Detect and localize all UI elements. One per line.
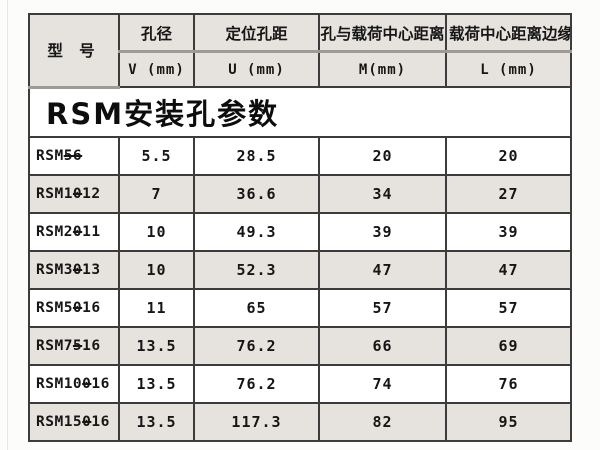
l-value-cell: 95 <box>445 401 572 442</box>
unit-l: L (mm) <box>445 50 572 88</box>
table-row: RSM2011 10 49.3 39 39 <box>28 211 572 252</box>
model-cell: RSM15016 <box>28 401 120 442</box>
u-value-cell: 49.3 <box>193 211 320 252</box>
model-text-suffix: 16 <box>82 337 101 354</box>
m-value-cell: 66 <box>318 325 447 366</box>
l-value-cell: 20 <box>445 135 572 176</box>
u-value-cell: 76.2 <box>193 325 320 366</box>
v-value-cell: 13.5 <box>118 363 195 404</box>
model-text-suffix: 16 <box>91 413 110 430</box>
l-value-cell: 39 <box>445 211 572 252</box>
model-text: RSM <box>36 147 64 164</box>
m-value-cell: 82 <box>318 401 447 442</box>
l-value-cell: 57 <box>445 287 572 328</box>
header-hole-to-load-center: 孔与载荷中心距离 <box>318 13 447 53</box>
unit-m: M(mm) <box>318 50 447 88</box>
header-load-center-to-edge-label: 载荷中心距离边缘 <box>449 25 571 43</box>
model-struck-text: 0 <box>72 185 83 202</box>
model-text: RSM10 <box>36 375 83 392</box>
table-row: RSM7516 13.5 76.2 66 69 <box>28 325 572 366</box>
model-struck-text: 0 <box>82 413 92 430</box>
table-header: 型 号 孔径 定位孔距 孔与载荷中心距离 载荷中心距离边缘 V (mm) U (… <box>28 13 572 89</box>
model-struck-text: 0 <box>82 375 92 392</box>
model-text: RSM5 <box>36 299 73 316</box>
unit-u: U (mm) <box>193 50 320 88</box>
model-cell: RSM5016 <box>28 287 120 328</box>
model-cell: RSM3013 <box>28 249 120 290</box>
table-row: RSM3013 10 52.3 47 47 <box>28 249 572 290</box>
l-value-cell: 27 <box>445 173 572 214</box>
title-row: RSM安装孔参数 <box>28 86 572 138</box>
model-cell: RSM10016 <box>28 363 120 404</box>
model-text: RSM3 <box>36 261 73 278</box>
u-value-cell: 76.2 <box>193 363 320 404</box>
model-text-suffix: 16 <box>82 299 101 316</box>
model-struck-text: 56 <box>63 147 83 164</box>
m-value-cell: 74 <box>318 363 447 404</box>
v-value-cell: 13.5 <box>118 325 195 366</box>
model-cell: RSM2011 <box>28 211 120 252</box>
model-struck-text: 0 <box>72 299 83 316</box>
table-row: RSM10016 13.5 76.2 74 76 <box>28 363 572 404</box>
u-value-cell: 28.5 <box>193 135 320 176</box>
header-group-row: 型 号 孔径 定位孔距 孔与载荷中心距离 载荷中心距离边缘 <box>28 13 572 89</box>
v-value-cell: 5.5 <box>118 135 195 176</box>
table-row: RSM5016 11 65 57 57 <box>28 287 572 328</box>
header-hole-to-load-center-label: 孔与载荷中心距离 <box>320 25 445 43</box>
model-struck-text: 0 <box>72 261 83 278</box>
table-row: RSM56 5.5 28.5 20 20 <box>28 135 572 176</box>
spec-table: RSM安装孔参数 型 号 孔径 定位孔距 孔与载荷中心距离 载荷中心距离边缘 <box>28 13 572 442</box>
model-cell: RSM56 <box>28 135 120 176</box>
header-hole-diameter: 孔径 <box>118 13 195 53</box>
unit-v: V (mm) <box>118 50 195 88</box>
header-load-center-to-edge: 载荷中心距离边缘 <box>445 13 572 53</box>
model-struck-text: 0 <box>72 223 83 240</box>
header-positioning-hole-distance: 定位孔距 <box>193 13 320 53</box>
l-value-cell: 76 <box>445 363 572 404</box>
model-text: RSM1 <box>36 185 73 202</box>
header-unit-row: V (mm) U (mm) M(mm) L (mm) <box>29 50 572 88</box>
table-row: RSM1012 7 36.6 34 27 <box>28 173 572 214</box>
table-body: RSM56 5.5 28.5 20 20 RSM1012 7 36.6 34 2… <box>28 135 572 442</box>
model-cell: RSM1012 <box>28 173 120 214</box>
u-value-cell: 52.3 <box>193 249 320 290</box>
model-text-suffix: 13 <box>82 261 101 278</box>
m-value-cell: 20 <box>318 135 447 176</box>
l-value-cell: 69 <box>445 325 572 366</box>
header-model: 型 号 <box>28 13 120 89</box>
model-text-suffix: 16 <box>91 375 110 392</box>
model-text-suffix: 11 <box>82 223 101 240</box>
model-text: RSM7 <box>36 337 73 354</box>
u-value-cell: 117.3 <box>193 401 320 442</box>
u-value-cell: 36.6 <box>193 173 320 214</box>
v-value-cell: 11 <box>118 287 195 328</box>
model-cell: RSM7516 <box>28 325 120 366</box>
model-struck-text: 5 <box>72 337 83 354</box>
m-value-cell: 57 <box>318 287 447 328</box>
table-row: RSM15016 13.5 117.3 82 95 <box>28 401 572 442</box>
model-text: RSM2 <box>36 223 73 240</box>
model-text: RSM15 <box>36 413 83 430</box>
model-text-suffix: 12 <box>82 185 101 202</box>
page-title: RSM安装孔参数 <box>28 86 572 138</box>
v-value-cell: 10 <box>118 249 195 290</box>
u-value-cell: 65 <box>193 287 320 328</box>
v-value-cell: 7 <box>118 173 195 214</box>
v-value-cell: 10 <box>118 211 195 252</box>
m-value-cell: 34 <box>318 173 447 214</box>
header-positioning-hole-distance-label: 定位孔距 <box>225 25 288 43</box>
v-value-cell: 13.5 <box>118 401 195 442</box>
header-hole-diameter-label: 孔径 <box>140 25 172 43</box>
m-value-cell: 47 <box>318 249 447 290</box>
m-value-cell: 39 <box>318 211 447 252</box>
l-value-cell: 47 <box>445 249 572 290</box>
